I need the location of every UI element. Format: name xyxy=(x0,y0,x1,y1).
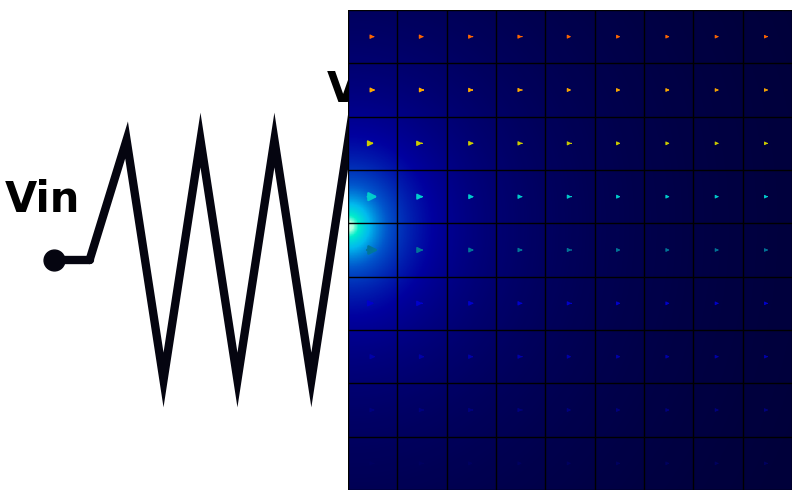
Text: Vin: Vin xyxy=(5,179,80,221)
Text: V/I: V/I xyxy=(327,69,390,111)
